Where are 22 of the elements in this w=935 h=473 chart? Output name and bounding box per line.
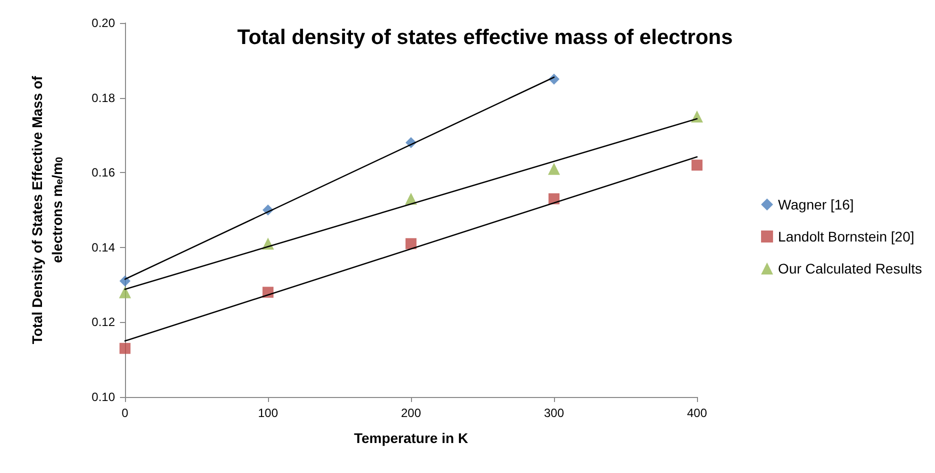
y-tick-label: 0.10 bbox=[92, 390, 116, 404]
point bbox=[120, 276, 130, 287]
y-tick-label: 0.20 bbox=[92, 16, 116, 30]
y-tick-label: 0.12 bbox=[92, 315, 116, 330]
x-tick-label: 0 bbox=[122, 406, 129, 420]
legend-label: Landolt Bornstein [20] bbox=[778, 228, 914, 244]
point bbox=[548, 162, 560, 175]
x-tick-label: 100 bbox=[258, 406, 278, 420]
point bbox=[406, 238, 416, 250]
x-tick-label: 400 bbox=[686, 406, 708, 420]
y-tick-label: 0.14 bbox=[92, 240, 116, 254]
x-axis-title: Temperature in K bbox=[354, 430, 468, 446]
legend-label: Our Calculated Results bbox=[778, 260, 922, 276]
y-tick-label: 0.16 bbox=[92, 166, 116, 180]
point bbox=[692, 160, 702, 171]
x-tick-label: 200 bbox=[400, 406, 422, 420]
x-tick-label: 300 bbox=[544, 406, 564, 420]
legend-label: Wagner [16] bbox=[778, 196, 854, 212]
y-tick-label: 0.18 bbox=[92, 90, 116, 105]
point bbox=[120, 342, 130, 354]
point bbox=[119, 286, 131, 298]
chart-title: Total density of states effective mass of electrons bbox=[237, 26, 733, 49]
